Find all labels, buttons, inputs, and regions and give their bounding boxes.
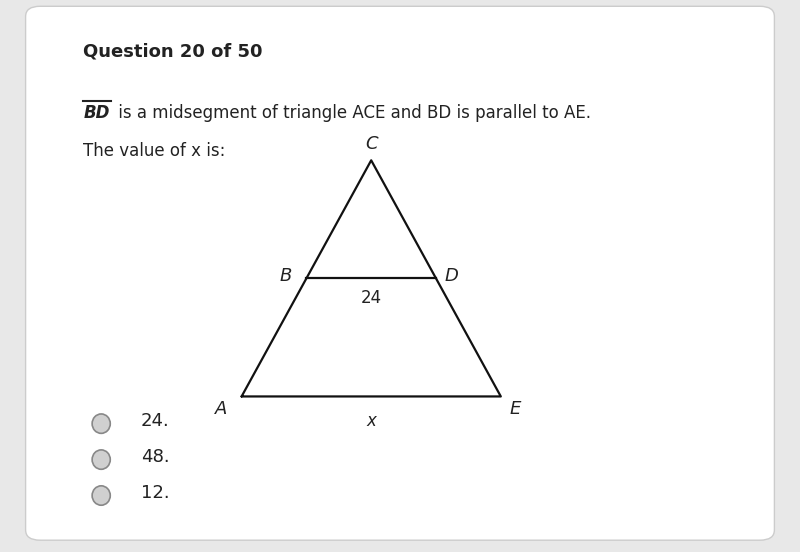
Text: B: B bbox=[280, 267, 292, 285]
Text: A: A bbox=[215, 400, 227, 418]
Ellipse shape bbox=[92, 486, 110, 505]
Ellipse shape bbox=[92, 450, 110, 469]
FancyBboxPatch shape bbox=[26, 6, 774, 540]
Text: is a midsegment of triangle ACE and BD is parallel to AE.: is a midsegment of triangle ACE and BD i… bbox=[113, 104, 590, 122]
Text: C: C bbox=[365, 135, 378, 152]
Text: 48.: 48. bbox=[141, 448, 170, 466]
Ellipse shape bbox=[92, 414, 110, 433]
Text: 24: 24 bbox=[361, 289, 382, 307]
Text: x: x bbox=[366, 412, 376, 430]
Text: E: E bbox=[510, 400, 521, 418]
Text: 24.: 24. bbox=[141, 412, 170, 430]
Text: Question 20 of 50: Question 20 of 50 bbox=[83, 43, 262, 60]
Text: BD: BD bbox=[83, 104, 110, 122]
Text: D: D bbox=[445, 267, 459, 285]
Text: 12.: 12. bbox=[141, 484, 170, 502]
Text: The value of x is:: The value of x is: bbox=[83, 142, 226, 160]
